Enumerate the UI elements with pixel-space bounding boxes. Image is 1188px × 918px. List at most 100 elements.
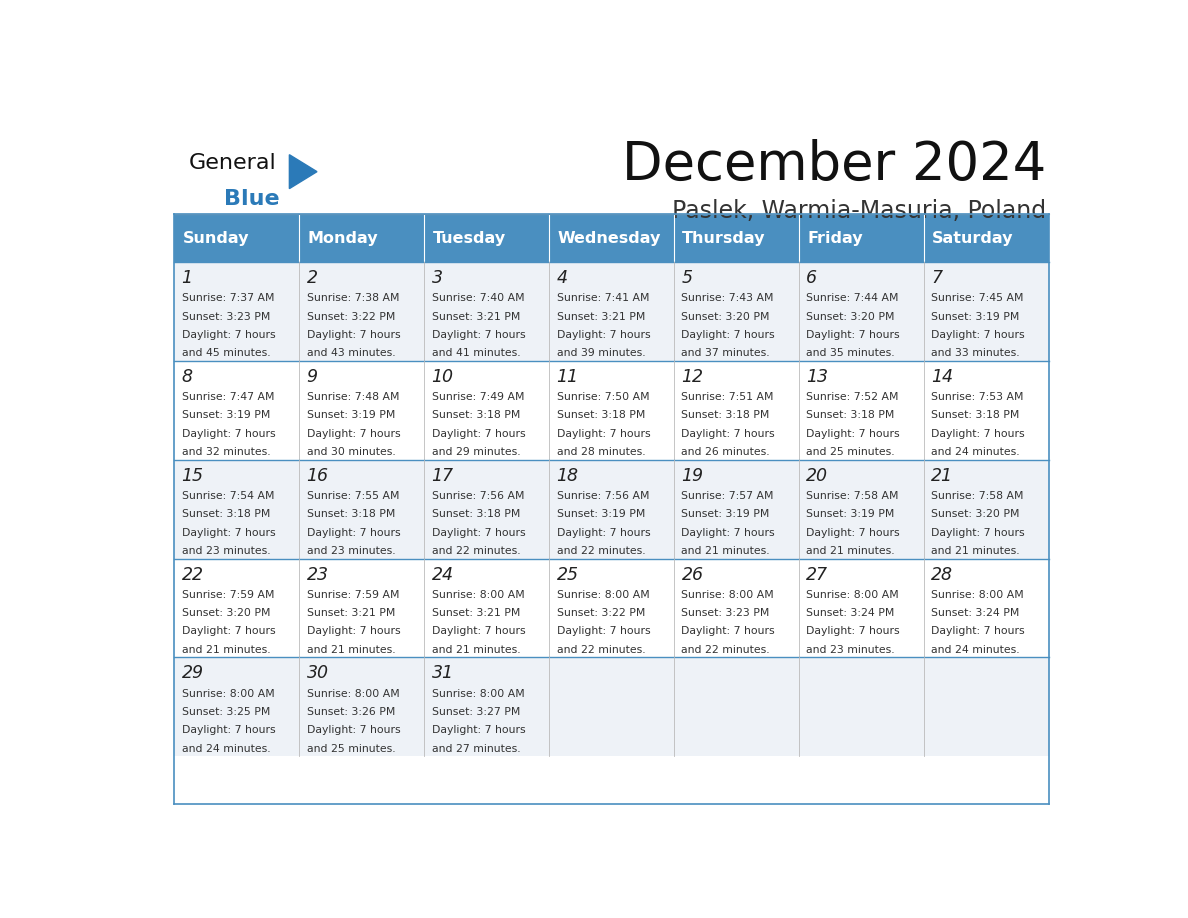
- Text: Sunset: 3:20 PM: Sunset: 3:20 PM: [931, 509, 1019, 520]
- Text: Daylight: 7 hours: Daylight: 7 hours: [307, 330, 400, 340]
- Text: 23: 23: [307, 565, 329, 584]
- Text: Sunrise: 7:43 AM: Sunrise: 7:43 AM: [682, 293, 773, 303]
- Bar: [674, 361, 800, 460]
- Bar: [800, 361, 924, 460]
- Text: Daylight: 7 hours: Daylight: 7 hours: [682, 429, 775, 439]
- Text: 11: 11: [556, 368, 579, 386]
- Text: Daylight: 7 hours: Daylight: 7 hours: [556, 429, 650, 439]
- Bar: [924, 361, 1049, 460]
- Text: and 43 minutes.: and 43 minutes.: [307, 348, 396, 358]
- Text: Sunset: 3:18 PM: Sunset: 3:18 PM: [682, 410, 770, 420]
- Text: Sunrise: 7:58 AM: Sunrise: 7:58 AM: [807, 491, 899, 501]
- Bar: [299, 558, 424, 657]
- Text: and 25 minutes.: and 25 minutes.: [307, 744, 396, 754]
- Text: Sunrise: 8:00 AM: Sunrise: 8:00 AM: [807, 589, 899, 599]
- Text: Wednesday: Wednesday: [557, 230, 661, 246]
- Text: Daylight: 7 hours: Daylight: 7 hours: [807, 626, 901, 636]
- Text: Sunrise: 8:00 AM: Sunrise: 8:00 AM: [182, 688, 274, 699]
- Text: 21: 21: [931, 467, 953, 485]
- Text: 5: 5: [682, 269, 693, 287]
- Text: Sunrise: 7:59 AM: Sunrise: 7:59 AM: [182, 589, 274, 599]
- Text: Daylight: 7 hours: Daylight: 7 hours: [807, 330, 901, 340]
- Text: Daylight: 7 hours: Daylight: 7 hours: [556, 626, 650, 636]
- Bar: [175, 558, 299, 657]
- Text: and 41 minutes.: and 41 minutes.: [431, 348, 520, 358]
- Text: Sunset: 3:18 PM: Sunset: 3:18 PM: [931, 410, 1019, 420]
- Text: Sunset: 3:25 PM: Sunset: 3:25 PM: [182, 707, 270, 717]
- Text: Daylight: 7 hours: Daylight: 7 hours: [556, 528, 650, 538]
- Text: Sunrise: 7:38 AM: Sunrise: 7:38 AM: [307, 293, 399, 303]
- Text: Sunrise: 8:00 AM: Sunrise: 8:00 AM: [431, 589, 524, 599]
- Text: Sunrise: 7:40 AM: Sunrise: 7:40 AM: [431, 293, 524, 303]
- Bar: [800, 657, 924, 756]
- Bar: [549, 214, 674, 263]
- Text: and 25 minutes.: and 25 minutes.: [807, 447, 895, 457]
- Bar: [674, 263, 800, 361]
- Bar: [424, 460, 549, 558]
- Text: Daylight: 7 hours: Daylight: 7 hours: [931, 626, 1025, 636]
- Bar: [299, 263, 424, 361]
- Text: Sunrise: 7:37 AM: Sunrise: 7:37 AM: [182, 293, 274, 303]
- Text: Sunset: 3:19 PM: Sunset: 3:19 PM: [182, 410, 270, 420]
- Text: December 2024: December 2024: [623, 139, 1047, 190]
- Text: Sunset: 3:22 PM: Sunset: 3:22 PM: [556, 608, 645, 618]
- Text: Sunset: 3:20 PM: Sunset: 3:20 PM: [807, 311, 895, 321]
- Text: Sunrise: 7:47 AM: Sunrise: 7:47 AM: [182, 392, 274, 402]
- Text: and 24 minutes.: and 24 minutes.: [182, 744, 271, 754]
- Text: Sunrise: 7:56 AM: Sunrise: 7:56 AM: [556, 491, 649, 501]
- Text: Daylight: 7 hours: Daylight: 7 hours: [556, 330, 650, 340]
- Bar: [800, 460, 924, 558]
- Bar: [299, 657, 424, 756]
- Text: Sunset: 3:23 PM: Sunset: 3:23 PM: [182, 311, 270, 321]
- Text: Sunset: 3:20 PM: Sunset: 3:20 PM: [682, 311, 770, 321]
- Text: Blue: Blue: [225, 189, 279, 209]
- Text: Daylight: 7 hours: Daylight: 7 hours: [182, 626, 276, 636]
- Text: Tuesday: Tuesday: [432, 230, 506, 246]
- Text: 7: 7: [931, 269, 942, 287]
- Text: Sunset: 3:19 PM: Sunset: 3:19 PM: [556, 509, 645, 520]
- Text: Saturday: Saturday: [933, 230, 1013, 246]
- Text: 18: 18: [556, 467, 579, 485]
- Bar: [175, 460, 299, 558]
- Text: Sunset: 3:21 PM: Sunset: 3:21 PM: [431, 608, 520, 618]
- Bar: [800, 214, 924, 263]
- Bar: [924, 657, 1049, 756]
- Bar: [924, 263, 1049, 361]
- Text: Sunrise: 7:48 AM: Sunrise: 7:48 AM: [307, 392, 399, 402]
- Text: and 23 minutes.: and 23 minutes.: [307, 546, 396, 556]
- Text: 6: 6: [807, 269, 817, 287]
- Text: Sunrise: 8:00 AM: Sunrise: 8:00 AM: [931, 589, 1024, 599]
- Text: Sunset: 3:18 PM: Sunset: 3:18 PM: [307, 509, 394, 520]
- Polygon shape: [290, 155, 317, 188]
- Text: Sunrise: 7:50 AM: Sunrise: 7:50 AM: [556, 392, 649, 402]
- Text: and 30 minutes.: and 30 minutes.: [307, 447, 396, 457]
- Text: Sunset: 3:21 PM: Sunset: 3:21 PM: [556, 311, 645, 321]
- Text: and 33 minutes.: and 33 minutes.: [931, 348, 1020, 358]
- Text: Daylight: 7 hours: Daylight: 7 hours: [307, 725, 400, 735]
- Text: Sunrise: 7:54 AM: Sunrise: 7:54 AM: [182, 491, 274, 501]
- Text: and 21 minutes.: and 21 minutes.: [931, 546, 1020, 556]
- Text: Sunrise: 7:49 AM: Sunrise: 7:49 AM: [431, 392, 524, 402]
- Bar: [299, 460, 424, 558]
- Text: and 32 minutes.: and 32 minutes.: [182, 447, 271, 457]
- Text: Daylight: 7 hours: Daylight: 7 hours: [431, 528, 525, 538]
- Text: Sunset: 3:22 PM: Sunset: 3:22 PM: [307, 311, 394, 321]
- Bar: [175, 214, 299, 263]
- Text: Daylight: 7 hours: Daylight: 7 hours: [931, 429, 1025, 439]
- Text: Daylight: 7 hours: Daylight: 7 hours: [431, 626, 525, 636]
- Text: Sunset: 3:19 PM: Sunset: 3:19 PM: [807, 509, 895, 520]
- Text: and 21 minutes.: and 21 minutes.: [307, 644, 396, 655]
- Text: Sunset: 3:19 PM: Sunset: 3:19 PM: [682, 509, 770, 520]
- Text: 24: 24: [431, 565, 454, 584]
- Text: Daylight: 7 hours: Daylight: 7 hours: [807, 429, 901, 439]
- Text: Daylight: 7 hours: Daylight: 7 hours: [431, 725, 525, 735]
- Text: 30: 30: [307, 665, 329, 682]
- Text: Sunset: 3:24 PM: Sunset: 3:24 PM: [931, 608, 1019, 618]
- Text: Sunrise: 7:52 AM: Sunrise: 7:52 AM: [807, 392, 899, 402]
- Text: Thursday: Thursday: [682, 230, 766, 246]
- Text: Monday: Monday: [308, 230, 378, 246]
- Text: Paslek, Warmia-Masuria, Poland: Paslek, Warmia-Masuria, Poland: [672, 198, 1047, 222]
- Text: 3: 3: [431, 269, 443, 287]
- Text: and 29 minutes.: and 29 minutes.: [431, 447, 520, 457]
- Text: 8: 8: [182, 368, 192, 386]
